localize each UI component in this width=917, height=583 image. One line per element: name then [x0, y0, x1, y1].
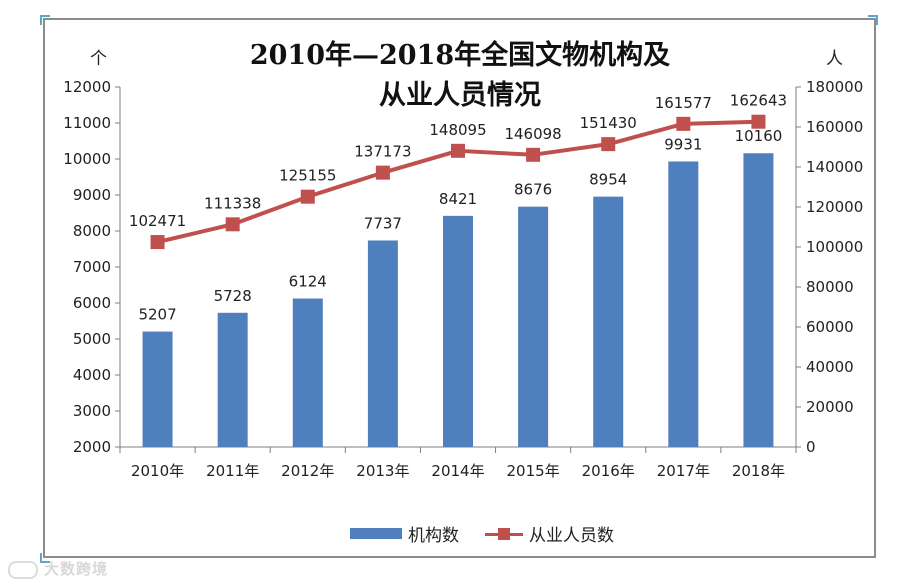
- bar-value-label: 6124: [289, 273, 327, 291]
- right-axis-unit: 人: [826, 49, 843, 69]
- line-marker-2010年: [150, 235, 165, 250]
- bar-2011年: [217, 312, 248, 447]
- left-axis-unit: 个: [90, 49, 107, 69]
- line-value-label: 146098: [504, 125, 561, 143]
- bar-2015年: [518, 206, 549, 447]
- right-axis-tick-label: 140000: [806, 158, 863, 176]
- bar-2016年: [593, 196, 624, 447]
- line-marker-2012年: [300, 189, 315, 204]
- bar-value-label: 8421: [439, 190, 477, 208]
- left-axis-tick-label: 2000: [73, 438, 111, 456]
- watermark: 大数跨境: [8, 558, 108, 579]
- chart-title-line1: 2010年—2018年全国文物机构及: [249, 40, 671, 71]
- bar-2013年: [367, 240, 398, 447]
- line-marker-2018年: [751, 114, 766, 129]
- chart-frame: [43, 18, 876, 558]
- left-axis-tick-label: 3000: [73, 402, 111, 420]
- x-axis-tick-label: 2014年: [431, 462, 484, 480]
- bar-value-label: 5207: [138, 306, 176, 324]
- x-axis-tick-label: 2010年: [131, 462, 184, 480]
- x-axis-tick-label: 2012年: [281, 462, 334, 480]
- bar-2014年: [443, 215, 473, 447]
- line-value-label: 162643: [730, 92, 787, 110]
- left-axis-tick-label: 5000: [73, 330, 111, 348]
- left-axis-tick-label: 7000: [73, 258, 111, 276]
- right-axis-tick-label: 60000: [806, 318, 854, 336]
- line-value-label: 111338: [204, 194, 261, 212]
- bar-value-label: 7737: [364, 214, 402, 232]
- line-marker-2013年: [375, 165, 390, 180]
- x-axis-tick-label: 2013年: [356, 462, 409, 480]
- watermark-text: 大数跨境: [44, 560, 109, 578]
- right-axis-tick-label: 100000: [806, 238, 863, 256]
- frame-corner-top-right: [868, 15, 878, 25]
- legend-line-swatch: [485, 527, 523, 541]
- x-axis-tick-label: 2018年: [732, 462, 785, 480]
- legend-line-label: 从业人员数: [529, 526, 614, 546]
- left-axis-tick-label: 4000: [73, 366, 111, 384]
- bar-value-label: 10160: [735, 127, 783, 145]
- bar-value-label: 8676: [514, 181, 552, 199]
- left-axis-tick-label: 9000: [73, 186, 111, 204]
- left-axis-tick-label: 10000: [63, 150, 111, 168]
- frame-corner-bottom-left: [40, 553, 50, 563]
- x-axis-tick-label: 2015年: [507, 462, 560, 480]
- right-axis-tick-label: 120000: [806, 198, 863, 216]
- bar-2017年: [668, 161, 699, 447]
- line-value-label: 151430: [580, 114, 637, 132]
- legend: 机构数 从业人员数: [350, 521, 614, 546]
- x-axis-tick-label: 2017年: [657, 462, 710, 480]
- line-marker-2014年: [451, 143, 465, 158]
- line-value-label: 161577: [655, 94, 712, 112]
- left-axis-tick-label: 6000: [73, 294, 111, 312]
- right-axis-tick-label: 160000: [806, 118, 863, 136]
- line-value-label: 102471: [129, 212, 186, 230]
- line-value-label: 125155: [279, 167, 336, 185]
- line-marker-2015年: [526, 147, 541, 162]
- x-axis-tick-label: 2011年: [206, 462, 259, 480]
- legend-bar-swatch: [350, 528, 402, 539]
- x-axis-tick-label: 2016年: [582, 462, 635, 480]
- line-marker-2011年: [225, 217, 240, 232]
- frame-corner-top-left: [40, 15, 50, 25]
- right-axis-tick-label: 0: [806, 438, 816, 456]
- bar-2018年: [743, 153, 774, 448]
- left-axis-tick-label: 12000: [63, 78, 111, 96]
- chart-title: 2010年—2018年全国文物机构及 从业人员情况: [200, 36, 720, 116]
- bar-value-label: 9931: [664, 135, 702, 153]
- bar-2010年: [142, 331, 173, 447]
- right-axis-tick-label: 180000: [806, 78, 863, 96]
- right-axis-tick-label: 20000: [806, 398, 854, 416]
- line-value-label: 148095: [429, 121, 486, 139]
- bar-value-label: 5728: [214, 287, 252, 305]
- left-axis-tick-label: 8000: [73, 222, 111, 240]
- line-value-label: 137173: [354, 143, 411, 161]
- right-axis-tick-label: 80000: [806, 278, 854, 296]
- left-axis-tick-label: 11000: [63, 114, 111, 132]
- line-marker-2017年: [676, 116, 691, 131]
- bar-2012年: [292, 298, 323, 447]
- watermark-logo-icon: [8, 560, 38, 579]
- line-marker-2016年: [601, 137, 616, 152]
- right-axis-tick-label: 40000: [806, 358, 854, 376]
- legend-bar-label: 机构数: [408, 526, 459, 546]
- bar-value-label: 8954: [589, 171, 627, 189]
- chart-title-line2: 从业人员情况: [379, 80, 541, 111]
